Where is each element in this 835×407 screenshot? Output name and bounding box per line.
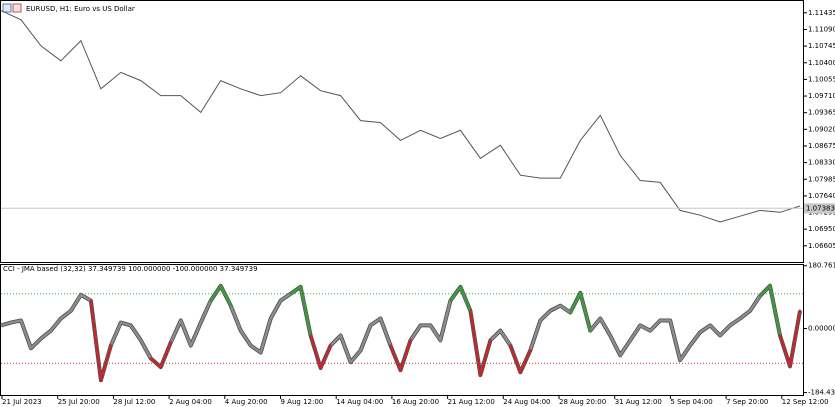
chart-title: EURUSD, H1: Euro vs US Dollar [26, 5, 135, 13]
y-tick-label: 1.11435 [808, 9, 835, 17]
indicator-pane [0, 264, 804, 396]
x-tick-label: 31 Aug 12:00 [615, 398, 662, 406]
y-tick-label: -184.43476 [808, 389, 835, 397]
icon[interactable] [2, 3, 12, 13]
x-tick-label: 12 Sep 12:00 [782, 398, 829, 406]
y-tick-label: 1.06605 [808, 242, 835, 250]
x-tick-label: 16 Aug 20:00 [392, 398, 439, 406]
cci-extreme [159, 341, 173, 369]
cci-extreme [299, 285, 312, 337]
current-price-label: 1.07383 [806, 204, 835, 212]
x-tick-label: 21 Jul 2023 [2, 398, 42, 406]
cci-extreme [89, 299, 103, 382]
x-tick-label: 21 Aug 12:00 [448, 398, 495, 406]
cci-extreme [788, 309, 802, 368]
cci-extreme [778, 334, 792, 368]
x-tick-label: 24 Aug 04:00 [503, 398, 550, 406]
current-price-box [804, 203, 835, 214]
cci-extreme [758, 284, 772, 298]
y-tick-label: 1.07985 [808, 175, 835, 183]
y-tick-label: 1.06950 [808, 225, 835, 233]
x-tick-label: 14 Aug 04:00 [336, 398, 383, 406]
cci-extreme [389, 344, 402, 372]
x-tick-label: 28 Jul 12:00 [113, 398, 155, 406]
y-tick-label: 1.11090 [808, 25, 835, 33]
cci-extreme [579, 291, 592, 332]
price-pane [0, 0, 804, 263]
y-tick-label: 1.09365 [808, 109, 835, 117]
x-tick-label: 2 Aug 04:00 [169, 398, 212, 406]
y-tick-label: 1.08330 [808, 159, 835, 167]
cci-extreme [289, 285, 302, 296]
cci-extreme [469, 309, 482, 377]
y-tick-label: 180.761945 [808, 262, 835, 270]
cci-extreme [479, 339, 492, 377]
x-tick-label: 9 Aug 12:00 [281, 398, 324, 406]
cci-extreme [768, 284, 782, 337]
cci-extreme [449, 285, 462, 302]
cci-extreme [209, 284, 222, 302]
cci-extreme [319, 344, 332, 370]
icon[interactable] [12, 3, 22, 13]
y-tick-label: 1.10745 [808, 42, 835, 50]
cci-extreme [99, 344, 113, 382]
x-tick-label: 5 Sep 04:00 [670, 398, 712, 406]
cci-extreme [399, 339, 412, 372]
y-tick-label: 1.07640 [808, 192, 835, 200]
y-tick-label: 0.000000 [808, 325, 835, 333]
x-tick-label: 25 Jul 20:00 [58, 398, 100, 406]
y-tick-label: 1.08675 [808, 142, 835, 150]
cci-extreme [149, 357, 163, 369]
cci-extreme [519, 349, 532, 374]
indicator-title: CCI - JMA based (32,32) 37.349739 100.00… [3, 265, 258, 273]
y-tick-label: 1.10400 [808, 59, 835, 67]
price-line [0, 10, 801, 223]
x-tick-label: 4 Aug 20:00 [225, 398, 268, 406]
cci-extreme [219, 284, 232, 307]
cci-extreme [459, 285, 472, 313]
y-tick-label: 1.09020 [808, 125, 835, 133]
toolbar-icons[interactable] [2, 3, 22, 13]
cci-extreme [569, 291, 582, 314]
x-tick-label: 7 Sep 20:00 [726, 398, 768, 406]
y-tick-label: 1.09710 [808, 92, 835, 100]
y-tick-label: 1.10055 [808, 75, 835, 83]
cci-extreme [309, 334, 322, 370]
x-tick-label: 28 Aug 20:00 [559, 398, 606, 406]
cci-extreme [509, 344, 522, 374]
